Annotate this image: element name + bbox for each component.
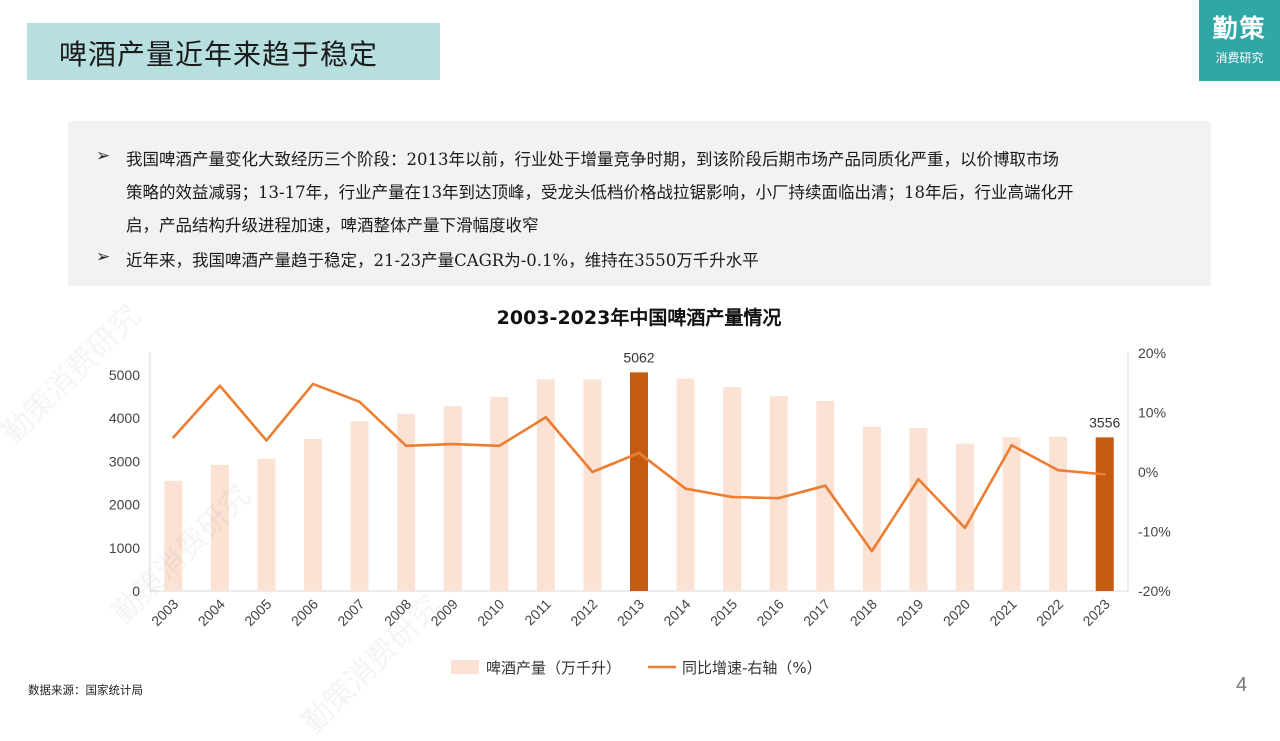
bullet-icon: ➢ bbox=[96, 146, 111, 165]
growth-point bbox=[404, 444, 408, 448]
bar bbox=[816, 400, 835, 591]
bar bbox=[1095, 437, 1114, 591]
summary-line: 策略的效益减弱；13-17年，行业产量在13年到达顶峰，受龙头低档价格战拉锯影响… bbox=[126, 183, 1074, 202]
bar bbox=[769, 396, 788, 591]
bullet-icon: ➢ bbox=[96, 247, 111, 266]
growth-point bbox=[218, 384, 222, 387]
legend-line-label: 同比增速-右轴（%） bbox=[682, 659, 822, 677]
y-right-tick-label: -20% bbox=[1138, 583, 1171, 599]
growth-point bbox=[358, 400, 361, 403]
growth-point bbox=[684, 487, 687, 490]
bar bbox=[630, 372, 648, 591]
bar bbox=[164, 480, 183, 591]
bar bbox=[909, 428, 928, 591]
growth-point bbox=[1056, 469, 1060, 472]
bar bbox=[862, 426, 881, 591]
bar bbox=[1002, 437, 1021, 591]
x-tick-label: 2019 bbox=[893, 596, 926, 629]
summary-line: 我国啤酒产量变化大致经历三个阶段：2013年以前，行业处于增量竞争时期，到该阶段… bbox=[126, 150, 1059, 169]
x-tick-label: 2007 bbox=[334, 596, 367, 629]
x-tick-label: 2013 bbox=[614, 596, 647, 629]
brand-logo: 勤策 消费研究 bbox=[1199, 0, 1280, 81]
x-tick-label: 2004 bbox=[195, 596, 228, 629]
bar bbox=[676, 378, 695, 591]
x-tick-label: 2017 bbox=[800, 596, 833, 629]
growth-point bbox=[451, 442, 454, 446]
logo-main: 勤策 bbox=[1212, 14, 1267, 43]
x-tick-label: 2020 bbox=[940, 596, 973, 629]
logo-sub: 消费研究 bbox=[1215, 51, 1264, 65]
growth-point bbox=[824, 484, 827, 487]
bar bbox=[723, 387, 742, 591]
x-tick-label: 2006 bbox=[288, 596, 321, 629]
growth-point bbox=[265, 439, 268, 442]
growth-point bbox=[730, 495, 734, 499]
growth-point bbox=[963, 526, 967, 530]
beer-production-chart: 2003-2023年中国啤酒产量情况 0 1000 2000 3000 4000 5000… bbox=[109, 306, 1171, 677]
bar bbox=[536, 379, 555, 591]
page-number: 4 bbox=[1236, 674, 1248, 696]
growth-point bbox=[1103, 473, 1106, 476]
summary-box: ➢ 我国啤酒产量变化大致经历三个阶段：2013年以前，行业处于增量竞争时期，到该… bbox=[68, 121, 1211, 286]
y-right-tick-label: 0% bbox=[1138, 464, 1158, 480]
data-label: 3556 bbox=[1089, 414, 1120, 430]
summary-line: 近年来，我国啤酒产量趋于稳定，21-23产量CAGR为-0.1%，维持在3550… bbox=[126, 251, 759, 270]
x-tick-label: 2015 bbox=[707, 596, 740, 629]
y-left-tick-label: 1000 bbox=[109, 540, 140, 556]
x-tick-label: 2016 bbox=[753, 596, 786, 629]
bar bbox=[304, 438, 322, 591]
legend-bar-label: 啤酒产量（万千升） bbox=[486, 659, 621, 677]
bar bbox=[956, 443, 974, 591]
y-left-tick-label: 3000 bbox=[109, 453, 140, 469]
data-label: 5062 bbox=[623, 349, 654, 365]
x-tick-label: 2005 bbox=[241, 596, 274, 629]
growth-point bbox=[172, 436, 175, 439]
growth-point bbox=[637, 451, 641, 455]
legend-bar-swatch bbox=[451, 660, 479, 674]
chart-title: 2003-2023年中国啤酒产量情况 bbox=[497, 306, 782, 329]
y-right-tick-label: 20% bbox=[1138, 345, 1166, 361]
growth-point bbox=[311, 382, 315, 386]
summary-line: 启，产品结构升级进程加速，啤酒整体产量下滑幅度收窄 bbox=[126, 216, 539, 235]
growth-point bbox=[591, 470, 594, 474]
bar bbox=[210, 464, 229, 591]
page-title: 啤酒产量近年来趋于稳定 bbox=[59, 38, 379, 71]
y-left-tick-label: 5000 bbox=[109, 367, 140, 383]
growth-point bbox=[1010, 444, 1013, 447]
growth-point bbox=[917, 477, 920, 481]
bar bbox=[397, 413, 416, 591]
y-left-tick-label: 0 bbox=[132, 583, 140, 599]
bar bbox=[1049, 436, 1068, 591]
x-tick-label: 2011 bbox=[521, 596, 554, 629]
x-tick-label: 2023 bbox=[1079, 596, 1112, 629]
y-right-tick-label: 10% bbox=[1138, 405, 1166, 421]
bar bbox=[350, 421, 369, 591]
page-title-box: 啤酒产量近年来趋于稳定 bbox=[27, 23, 440, 80]
growth-point bbox=[870, 549, 874, 553]
x-tick-label: 2014 bbox=[660, 596, 693, 629]
x-tick-label: 2012 bbox=[567, 596, 600, 629]
y-left-tick-label: 4000 bbox=[109, 410, 140, 426]
y-left-tick-label: 2000 bbox=[109, 497, 140, 513]
y-right-tick-label: -10% bbox=[1138, 524, 1171, 540]
x-tick-label: 2018 bbox=[847, 596, 880, 629]
bar bbox=[257, 458, 276, 591]
x-tick-label: 2010 bbox=[474, 596, 507, 629]
data-source: 数据来源：国家统计局 bbox=[28, 683, 143, 697]
x-tick-label: 2022 bbox=[1033, 596, 1066, 629]
growth-point bbox=[498, 444, 501, 448]
bar bbox=[490, 397, 509, 591]
growth-point bbox=[544, 416, 548, 419]
growth-point bbox=[777, 496, 780, 500]
bar bbox=[443, 406, 462, 591]
x-tick-label: 2021 bbox=[986, 596, 1019, 629]
bar bbox=[583, 379, 602, 591]
